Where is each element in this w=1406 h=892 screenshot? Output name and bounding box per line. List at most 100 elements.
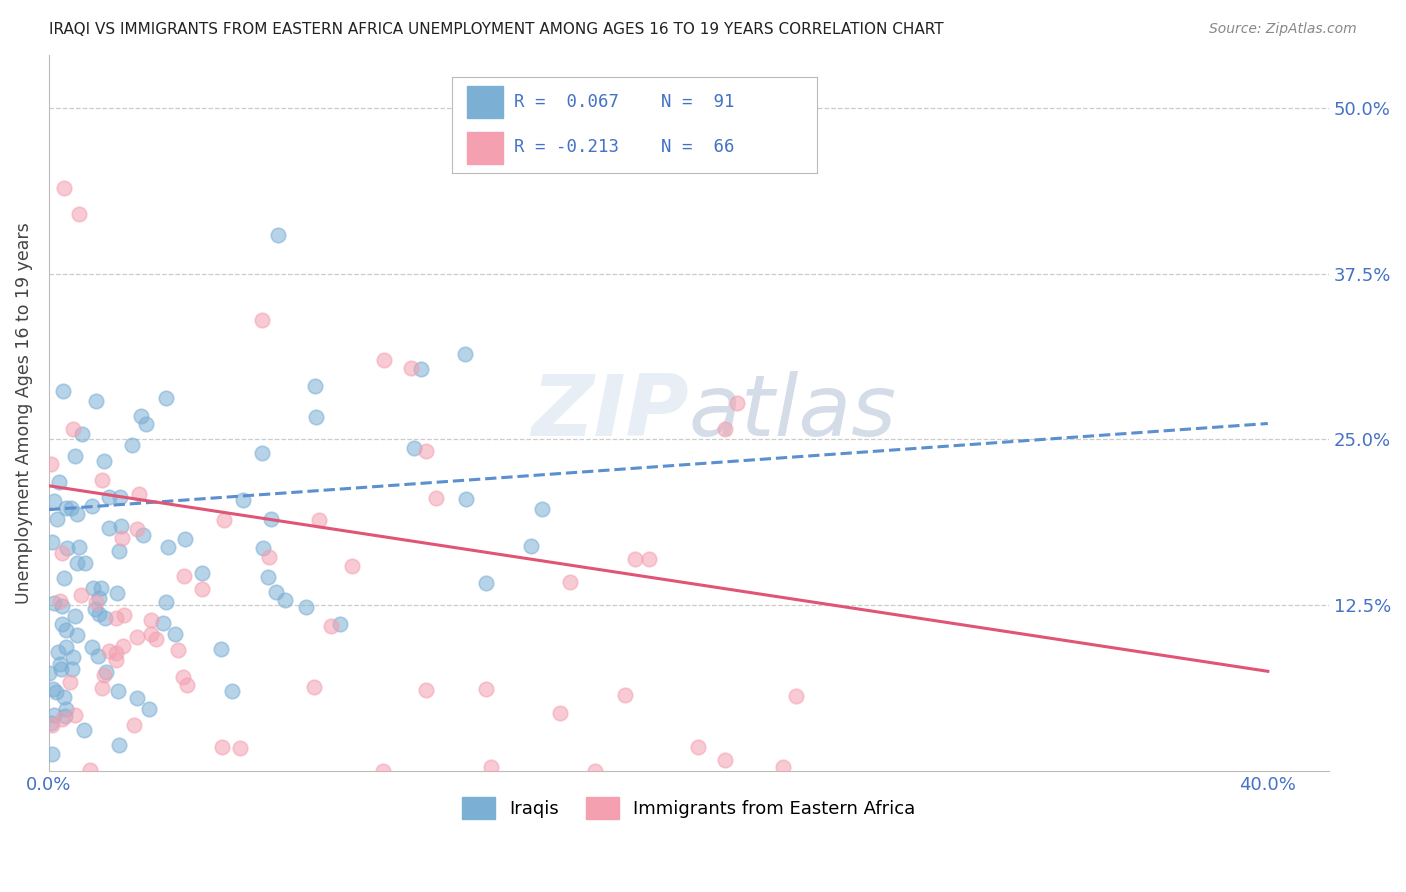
Point — [267, 227, 290, 242]
Point — [474, 682, 496, 697]
Point — [45, 512, 67, 526]
Point — [49, 657, 72, 672]
Point — [176, 678, 198, 692]
Point — [91, 473, 114, 487]
Point — [107, 684, 129, 698]
Point — [132, 528, 155, 542]
Point — [135, 417, 157, 432]
Point — [415, 682, 437, 697]
Point — [87, 607, 110, 621]
Point — [128, 487, 150, 501]
Point — [55, 702, 77, 716]
Point — [105, 646, 128, 660]
Point — [548, 706, 571, 720]
Point — [41, 747, 63, 761]
Point — [41, 718, 63, 732]
Point — [163, 627, 186, 641]
Point — [39, 716, 62, 731]
Point — [531, 501, 554, 516]
Point — [48, 475, 70, 490]
Point — [93, 454, 115, 468]
Point — [66, 628, 89, 642]
Point — [46, 645, 69, 659]
Point — [98, 490, 121, 504]
Point — [94, 665, 117, 680]
Point — [305, 410, 328, 425]
Point — [105, 586, 128, 600]
Point — [585, 764, 607, 778]
Point — [172, 670, 194, 684]
Point — [82, 581, 104, 595]
Text: ZIP: ZIP — [531, 371, 689, 454]
Point — [51, 617, 73, 632]
Point — [66, 508, 89, 522]
Point — [252, 313, 274, 327]
Point — [479, 760, 502, 774]
Point — [41, 682, 63, 697]
Point — [785, 689, 807, 703]
Point — [105, 653, 128, 667]
Point — [53, 708, 76, 723]
Point — [63, 449, 86, 463]
Point — [145, 632, 167, 646]
Point — [70, 588, 93, 602]
Point — [475, 575, 498, 590]
Point — [55, 501, 77, 516]
Point — [111, 532, 134, 546]
Point — [166, 642, 188, 657]
Point — [73, 556, 96, 570]
Point — [112, 607, 135, 622]
Point — [53, 690, 76, 705]
Point — [173, 569, 195, 583]
Point — [174, 532, 197, 546]
Point — [191, 566, 214, 580]
Point — [80, 640, 103, 655]
Point — [55, 623, 77, 637]
Point — [399, 360, 422, 375]
Point — [257, 550, 280, 565]
Point — [371, 764, 394, 778]
Point — [402, 442, 425, 456]
Point — [67, 540, 90, 554]
Point — [772, 760, 794, 774]
Point — [558, 575, 581, 590]
Point — [139, 627, 162, 641]
Point — [42, 494, 65, 508]
Point — [65, 609, 87, 624]
Point — [38, 665, 60, 680]
Point — [260, 512, 283, 526]
Point — [69, 207, 91, 221]
Point — [129, 409, 152, 424]
Point — [211, 739, 233, 754]
Point — [294, 600, 316, 615]
Point — [273, 592, 295, 607]
Point — [157, 541, 180, 555]
Point — [108, 738, 131, 752]
Point — [638, 552, 661, 566]
Point — [91, 681, 114, 696]
Point — [70, 427, 93, 442]
Point — [73, 723, 96, 738]
Point — [39, 457, 62, 471]
Point — [41, 535, 63, 549]
Point — [94, 611, 117, 625]
Point — [125, 691, 148, 706]
Point — [84, 595, 107, 609]
Point — [409, 361, 432, 376]
Point — [55, 640, 77, 654]
Point — [713, 422, 735, 436]
Point — [97, 644, 120, 658]
Point — [155, 594, 177, 608]
Point — [49, 662, 72, 676]
Point — [59, 674, 82, 689]
Point — [127, 630, 149, 644]
Point — [155, 391, 177, 405]
Point — [373, 352, 395, 367]
Point — [62, 650, 84, 665]
Point — [264, 585, 287, 599]
Point — [84, 393, 107, 408]
Point — [51, 712, 73, 726]
Point — [125, 523, 148, 537]
Point — [122, 718, 145, 732]
Point — [63, 707, 86, 722]
